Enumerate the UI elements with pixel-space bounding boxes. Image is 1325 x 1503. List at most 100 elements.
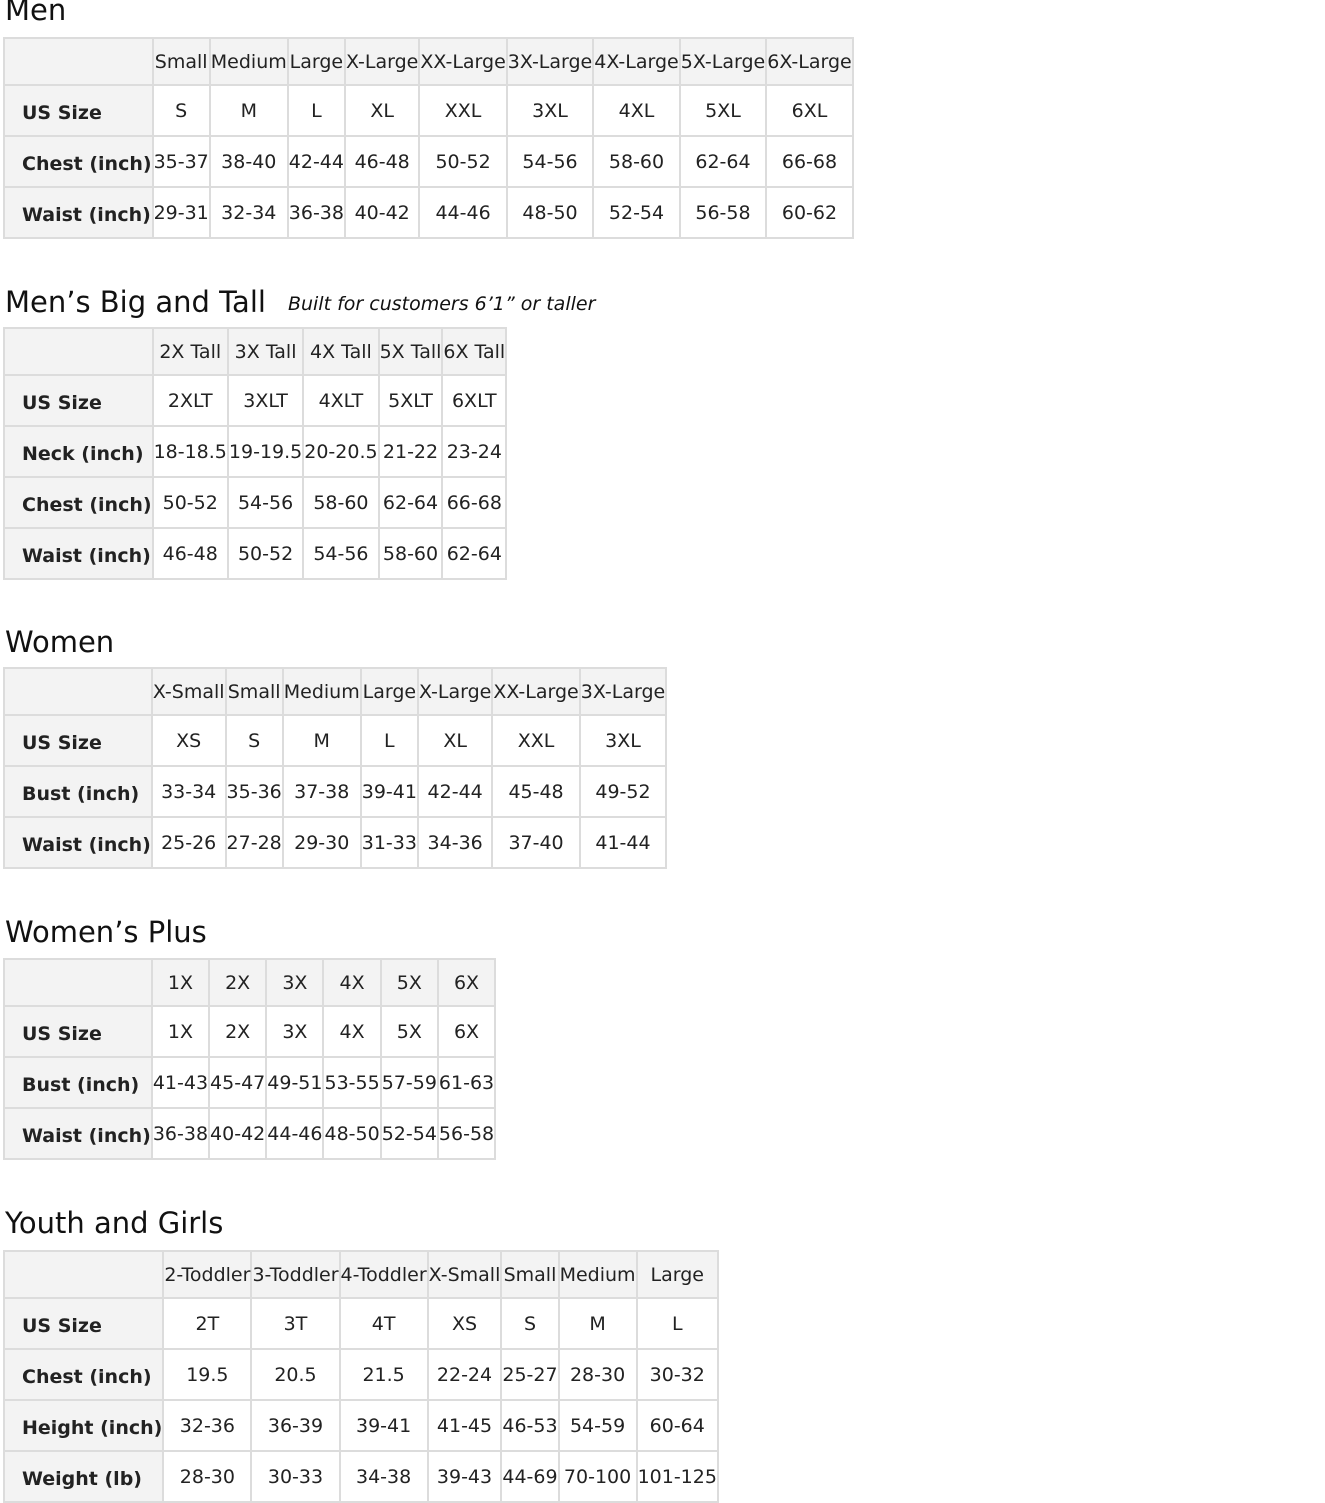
table-cell: 5XLT [377, 374, 444, 427]
size-table: X-Small Small Medium Large X-Large XX-Large 3X… [3, 667, 668, 869]
table-row: Waist (inch) 46-48 50-52 54-56 58-60 62-64 [3, 527, 508, 580]
table-cell: XXL [491, 714, 581, 767]
table-cell: S [151, 84, 211, 137]
table-cell: 40-42 [343, 186, 421, 239]
table-cell: 21.5 [338, 1348, 429, 1401]
table-cell: 21-22 [377, 425, 444, 478]
table-cell: 41-44 [578, 816, 668, 869]
table-cell: 66-68 [765, 135, 854, 188]
row-label: Bust (inch) [3, 1056, 153, 1109]
table-cell: 50-52 [418, 135, 508, 188]
table-cell: 35-36 [224, 765, 284, 818]
row-label: Bust (inch) [3, 765, 153, 818]
table-cell: 45-47 [208, 1056, 268, 1109]
table-cell: 52-54 [592, 186, 681, 239]
column-header: 4X-Large [592, 37, 681, 86]
table-cell: 2T [162, 1297, 253, 1350]
table-cell: 30-32 [635, 1348, 719, 1401]
table-cell: L [359, 714, 419, 767]
table-row: US Size 1X 2X 3X 4X 5X 6X [3, 1005, 497, 1058]
row-label: Neck (inch) [3, 425, 154, 478]
row-label: US Size [3, 1005, 153, 1058]
table-cell: 3T [250, 1297, 341, 1350]
column-header: 2X Tall [151, 327, 229, 376]
table-cell: 30-33 [250, 1450, 341, 1503]
column-header: 5X Tall [377, 327, 444, 376]
table-cell: M [281, 714, 362, 767]
table-cell: 37-40 [491, 816, 581, 869]
table-cell: 32-36 [162, 1399, 253, 1452]
table-cell: 56-58 [436, 1107, 497, 1160]
table-cell: 46-53 [500, 1399, 560, 1452]
section-title: Youth and Girls [5, 1209, 223, 1238]
column-header: 6X Tall [441, 327, 508, 376]
table-row: Waist (inch) 25-26 27-28 29-30 31-33 34-36 37-… [3, 816, 668, 869]
header-row: 1X 2X 3X 4X 5X 6X [3, 958, 497, 1007]
table-cell: M [557, 1297, 638, 1350]
table-cell: 22-24 [426, 1348, 503, 1401]
column-header: X-Small [426, 1250, 503, 1299]
column-header: 3X-Large [505, 37, 595, 86]
column-header: Large [635, 1250, 719, 1299]
table-row: US Size 2XLT 3XLT 4XLT 5XLT 6XLT [3, 374, 508, 427]
row-label: Chest (inch) [3, 135, 154, 188]
table-cell: 44-46 [265, 1107, 325, 1160]
table-row: US Size 2T 3T 4T XS S M L [2, 1297, 719, 1350]
table-cell: 54-59 [557, 1399, 638, 1452]
table-cell: 19-19.5 [226, 425, 305, 478]
section-title: Men [5, 0, 66, 25]
table-row: Waist (inch) 29-31 32-34 36-38 40-42 44-46 48-… [3, 186, 854, 239]
column-header: Large [359, 667, 419, 716]
column-header: 1X [150, 958, 211, 1007]
table-cell: 101-125 [635, 1450, 719, 1503]
column-header: XX-Large [491, 667, 581, 716]
table-cell: 20.5 [250, 1348, 341, 1401]
table-cell: 25-27 [500, 1348, 560, 1401]
table-cell: XXL [418, 84, 508, 137]
table-cell: 2X [208, 1005, 268, 1058]
row-label: Waist (inch) [3, 1107, 153, 1160]
corner-cell [3, 667, 153, 716]
column-header: 2-Toddler [162, 1250, 253, 1299]
table-cell: XS [426, 1297, 503, 1350]
column-header: 3X-Large [578, 667, 668, 716]
header-row: Small Medium Large X-Large XX-Large 3X-Large 4… [3, 37, 854, 86]
table-cell: 18-18.5 [151, 425, 229, 478]
row-label: US Size [3, 374, 154, 427]
table-cell: S [224, 714, 284, 767]
row-label: Chest (inch) [3, 476, 154, 529]
table-cell: 6XLT [441, 374, 508, 427]
table-cell: XL [416, 714, 494, 767]
table-cell: 48-50 [505, 186, 595, 239]
section-title-text: Youth and Girls [5, 1206, 224, 1240]
table-cell: 62-64 [678, 135, 768, 188]
table-cell: 20-20.5 [302, 425, 380, 478]
table-cell: 32-34 [208, 186, 289, 239]
row-label: Chest (inch) [2, 1348, 165, 1401]
column-header: 4X [322, 958, 382, 1007]
row-label: Weight (lb) [2, 1450, 165, 1503]
corner-cell [3, 327, 154, 376]
table-cell: 3XL [505, 84, 595, 137]
table-cell: 19.5 [162, 1348, 253, 1401]
table-cell: 41-43 [150, 1056, 211, 1109]
table-row: Chest (inch) 35-37 38-40 42-44 46-48 50-52 54-… [3, 135, 854, 188]
table-cell: 3XLT [226, 374, 305, 427]
column-header: 3X Tall [226, 327, 305, 376]
section-title-text: Women [5, 625, 115, 659]
table-cell: 4XLT [302, 374, 380, 427]
table-cell: L [635, 1297, 719, 1350]
column-header: Small [151, 37, 211, 86]
table-cell: 28-30 [557, 1348, 638, 1401]
table-cell: 3X [265, 1005, 325, 1058]
section-title-text: Men [5, 0, 67, 27]
table-cell: L [286, 84, 346, 137]
size-table: 1X 2X 3X 4X 5X 6X US Size 1X 2X 3X 4X 5X 6X Bust (inc… [3, 958, 497, 1160]
table-cell: 53-55 [322, 1056, 382, 1109]
column-header: XX-Large [418, 37, 508, 86]
table-cell: 39-41 [359, 765, 419, 818]
section-title: Women [5, 628, 114, 657]
table-row: US Size S M L XL XXL 3XL 4XL 5XL 6XL [3, 84, 854, 137]
table-cell: 58-60 [592, 135, 681, 188]
table-cell: S [500, 1297, 560, 1350]
